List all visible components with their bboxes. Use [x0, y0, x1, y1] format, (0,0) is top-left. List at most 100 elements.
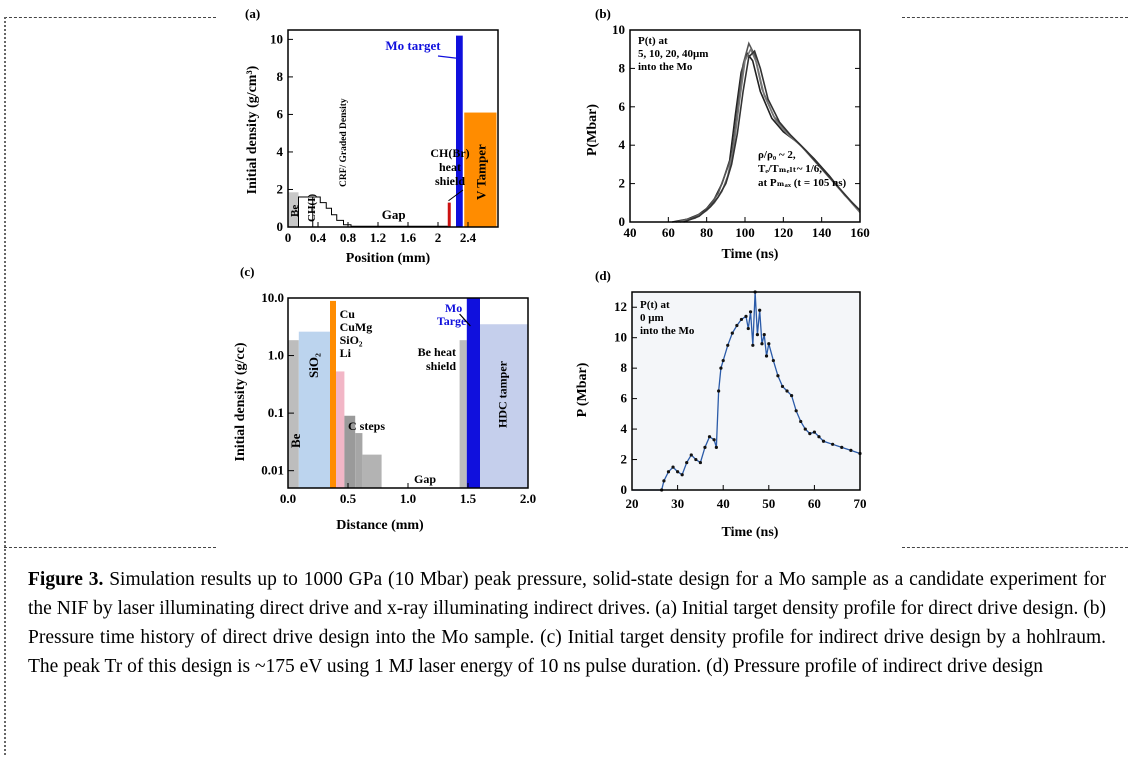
- panel-a-be-label: Be: [289, 205, 301, 217]
- panel-c-gap-label: Gap: [414, 472, 436, 486]
- panel-b-annotation-1: P(t) at: [638, 35, 668, 47]
- bottom-right-divider: [902, 547, 1128, 548]
- panel-a-xtick-label: 2.4: [460, 230, 477, 245]
- panel-d-series-point: [666, 470, 671, 474]
- panel-d-ytick-label: 0: [621, 482, 628, 497]
- panel-c-mo-label-1: Mo: [445, 301, 462, 315]
- panel-b-xlabel: Time (ns): [722, 247, 779, 262]
- panel-a-gap-label: Gap: [382, 207, 406, 222]
- left-frame-line: [4, 17, 6, 755]
- panel-c-layer-c-step-3: [362, 454, 382, 488]
- panel-d-series-point: [719, 366, 723, 370]
- panel-b-xtick-label: 140: [812, 225, 832, 240]
- panel-b-ytick-label: 10: [612, 22, 625, 37]
- panel-b-label: (b): [595, 6, 611, 21]
- panel-c-material-label: Cu: [340, 307, 356, 321]
- panel-a-xtick-label: 0: [285, 230, 292, 245]
- panel-b-annotation-2: at Pₘₐₓ (t = 105 ns): [758, 177, 846, 189]
- panel-a-layer-mo-target: [456, 35, 463, 227]
- panel-a-ytick-label: 10: [270, 31, 283, 46]
- panel-d-xtick-label: 50: [762, 496, 775, 511]
- panel-c-xlabel: Distance (mm): [336, 518, 424, 533]
- panel-b-xtick-label: 40: [624, 225, 637, 240]
- panel-d-series-point: [703, 445, 707, 449]
- panel-a-ytick-label: 0: [277, 219, 284, 234]
- panel-a-ch-label: CH(I): [306, 194, 318, 222]
- panel-d-series-point: [771, 358, 775, 363]
- panel-d-series-point: [785, 389, 789, 393]
- panel-a-xtick-label: 0.4: [310, 230, 327, 245]
- panel-a-v-label: V Tamper: [473, 144, 488, 200]
- caption-text: Simulation results up to 1000 GPa (10 Mb…: [28, 569, 1107, 677]
- panel-a-heat-label-3: shield: [435, 174, 465, 188]
- panel-b-xtick-label: 100: [735, 225, 755, 240]
- panel-c-layer-c-step-2: [355, 433, 363, 488]
- panel-b-xtick-label: 160: [850, 225, 870, 240]
- top-left-divider: [4, 17, 216, 18]
- panel-d-annotation: into the Mo: [640, 325, 695, 337]
- panel-c-xtick-label: 0.5: [340, 491, 357, 506]
- panel-d-series-point: [799, 419, 803, 424]
- panel-d-chart: (d) 20 30 40 50 60 70 0 2 4 6 8 10 12 P(t) at0 μminto…: [575, 268, 867, 540]
- panel-d-series-point: [726, 343, 730, 347]
- panel-b-xtick-label: 60: [662, 225, 675, 240]
- panel-d-series-point: [840, 445, 844, 449]
- panel-d-ytick-label: 6: [621, 391, 628, 406]
- bottom-left-divider: [4, 547, 216, 548]
- panel-d-ytick-label: 8: [621, 360, 628, 375]
- panel-c-xtick-label: 1.0: [400, 491, 416, 506]
- panel-c-ytick-label: 0.01: [261, 463, 284, 478]
- panel-d-xtick-label: 70: [854, 496, 867, 511]
- panel-d-series-point: [794, 409, 798, 413]
- panel-b-annotation-1: 5, 10, 20, 40μm: [638, 48, 708, 60]
- panel-b-ytick-label: 0: [619, 214, 626, 229]
- panel-d-series-point: [849, 448, 853, 452]
- panel-a-layer-v-tamper: [464, 112, 497, 227]
- panel-d-ytick-label: 12: [614, 299, 627, 314]
- panel-d-annotation: P(t) at: [640, 299, 670, 311]
- panel-d-series-point: [767, 342, 771, 346]
- panel-d-background: [632, 292, 860, 490]
- panel-a-ytick-label: 2: [277, 181, 284, 196]
- panel-d-series-point: [671, 465, 675, 469]
- panel-a-crf-label: CRF/ Graded Density: [339, 98, 349, 187]
- panel-c-layer-li: [336, 371, 345, 488]
- panel-d-series-point: [760, 342, 764, 346]
- panel-b-ytick-label: 8: [619, 60, 626, 75]
- panel-d-series-point: [735, 323, 739, 328]
- panel-d-series-point: [755, 333, 759, 337]
- panel-a-heat-label-1: CH(Br): [430, 146, 469, 160]
- panel-d-xtick-label: 30: [671, 496, 684, 511]
- panel-d-series-point: [714, 445, 718, 449]
- panel-a-chart: (a) 0 0.4 0.8 1.2 1.6 2 2.4 0 2 4 6 8 10 Be CH(I) CRF/ …: [245, 6, 499, 266]
- panel-c-layer-sio2: [298, 331, 330, 488]
- panel-c-ytick-label: 0.1: [268, 405, 284, 420]
- panel-a-xtick-label: 2: [435, 230, 442, 245]
- panel-d-series-point: [776, 374, 780, 378]
- panel-d-series-point: [712, 438, 716, 442]
- panel-b-series-line: [683, 49, 861, 223]
- panel-c-material-label: CuMg: [340, 320, 373, 334]
- panel-b-series-line: [675, 41, 861, 223]
- panel-d-series-point: [680, 473, 684, 477]
- panel-d-series-point: [780, 384, 785, 389]
- panel-a-frame: [287, 29, 499, 228]
- panel-c-layer-hdc-tamper: [480, 324, 528, 488]
- panel-b-xtick-label: 120: [774, 225, 794, 240]
- panel-d-series-point: [748, 310, 753, 314]
- panel-b-series-line: [672, 51, 861, 223]
- panel-d-series-point: [694, 457, 698, 462]
- panel-c-material-label: Li: [340, 346, 352, 360]
- panel-d-xlabel: Time (ns): [722, 525, 779, 540]
- panel-d-series-point: [721, 358, 725, 363]
- panel-b-xtick-label: 80: [700, 225, 713, 240]
- panel-d-series-point: [831, 442, 835, 446]
- panel-d-xtick-label: 40: [717, 496, 730, 511]
- panel-a-layer-be: [288, 192, 299, 227]
- panel-c-layer-mo-target: [466, 298, 480, 488]
- panel-c-xtick-label: 0.0: [280, 491, 296, 506]
- panel-c-layer-cu: [330, 300, 336, 488]
- panel-a-ytick-label: 4: [277, 144, 284, 159]
- panel-d-series-point: [698, 460, 702, 465]
- panel-a-ylabel: Initial density (g/cm³): [245, 65, 260, 194]
